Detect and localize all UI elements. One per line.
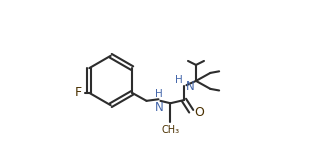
Text: CH₃: CH₃ [161, 125, 180, 135]
Text: H: H [175, 75, 183, 85]
Text: F: F [75, 86, 82, 99]
Text: O: O [194, 106, 204, 119]
Text: N: N [155, 101, 163, 114]
Text: H: H [155, 89, 163, 99]
Text: N: N [185, 80, 194, 93]
